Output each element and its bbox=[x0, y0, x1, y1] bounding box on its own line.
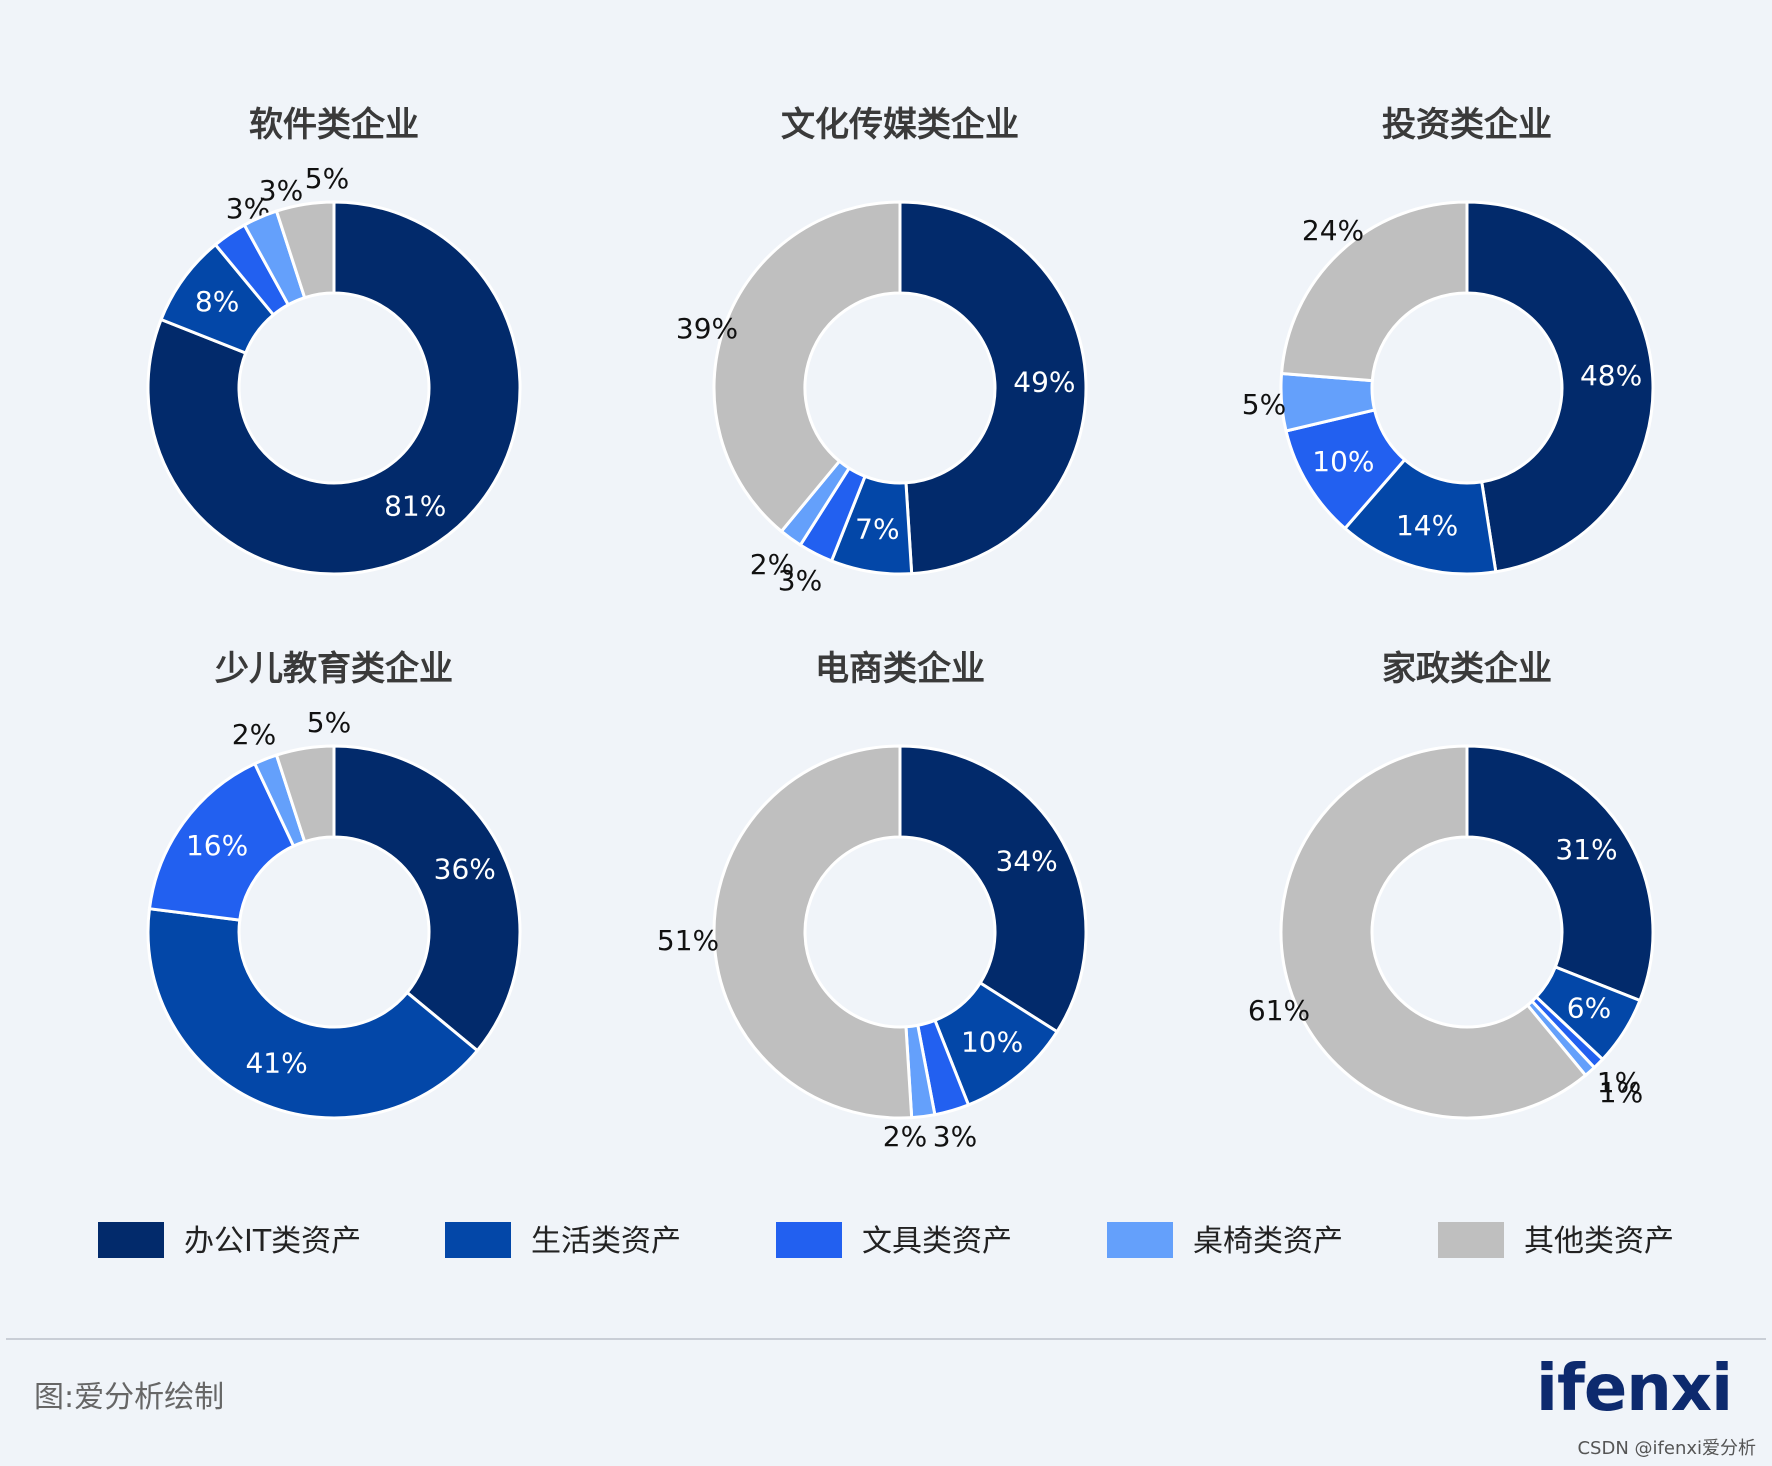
donut-slice bbox=[1279, 200, 1469, 383]
data-label: 39% bbox=[676, 312, 738, 345]
legend-label: 文具类资产 bbox=[862, 1224, 1012, 1259]
footer-divider bbox=[6, 1338, 1766, 1340]
legend-item: 生活类资产 bbox=[445, 1222, 681, 1259]
data-label: 31% bbox=[1555, 833, 1617, 866]
chart-title: 电商类企业 bbox=[815, 649, 985, 689]
legend-label: 桌椅类资产 bbox=[1193, 1224, 1343, 1259]
donut-slice bbox=[147, 761, 296, 922]
legend-swatch bbox=[1438, 1222, 1504, 1258]
legend-swatch bbox=[98, 1222, 164, 1258]
donut-slice bbox=[1465, 200, 1655, 574]
data-label: 1% bbox=[1597, 1066, 1641, 1099]
data-label: 10% bbox=[961, 1025, 1023, 1058]
data-label: 3% bbox=[778, 564, 822, 597]
legend-swatch bbox=[445, 1222, 511, 1258]
legend: 办公IT类资产 生活类资产 文具类资产 桌椅类资产 其他类资产 bbox=[98, 1222, 1674, 1259]
data-label: 10% bbox=[1312, 445, 1374, 478]
data-label: 14% bbox=[1396, 509, 1458, 542]
data-label: 5% bbox=[305, 162, 349, 195]
chart-title: 文化传媒类企业 bbox=[781, 105, 1019, 145]
donut-slice bbox=[332, 744, 522, 1053]
data-label: 48% bbox=[1580, 359, 1642, 392]
legend-label: 生活类资产 bbox=[531, 1224, 681, 1259]
data-label: 8% bbox=[195, 285, 239, 318]
donut-chart-2: 文化传媒类企业 49% 7% 3%2% 39% bbox=[676, 105, 1088, 597]
source-note: 图:爱分析绘制 bbox=[34, 1380, 225, 1415]
data-label: 36% bbox=[434, 852, 496, 885]
chart-title: 投资类企业 bbox=[1382, 105, 1552, 145]
data-label: 49% bbox=[1013, 365, 1075, 398]
data-label: 24% bbox=[1302, 214, 1364, 247]
chart-title: 软件类企业 bbox=[249, 105, 419, 145]
data-label: 2% bbox=[750, 548, 794, 581]
data-label: 51% bbox=[657, 924, 719, 957]
donut-slice bbox=[712, 200, 902, 534]
data-label: 1% bbox=[1599, 1076, 1643, 1109]
legend-label: 办公IT类资产 bbox=[184, 1224, 361, 1259]
legend-item: 其他类资产 bbox=[1438, 1222, 1674, 1259]
legend-item: 桌椅类资产 bbox=[1107, 1222, 1343, 1259]
legend-swatch bbox=[776, 1222, 842, 1258]
donut-slice bbox=[898, 200, 1088, 576]
data-label: 81% bbox=[384, 490, 446, 523]
legend-label: 其他类资产 bbox=[1524, 1224, 1674, 1259]
donut-slice bbox=[898, 744, 1088, 1034]
legend-item: 文具类资产 bbox=[776, 1222, 1012, 1259]
data-label: 3% bbox=[259, 174, 303, 207]
legend-swatch bbox=[1107, 1222, 1173, 1258]
brand-logo: ifenxi bbox=[1536, 1352, 1733, 1426]
donut-slice bbox=[1279, 744, 1588, 1120]
donut-slice bbox=[274, 744, 336, 844]
chart-title: 少儿教育类企业 bbox=[215, 649, 453, 689]
donut-chart-5: 电商类企业 34% 10% 3%2% 51% bbox=[657, 649, 1088, 1153]
chart-title: 家政类企业 bbox=[1382, 649, 1552, 689]
donut-slice bbox=[712, 744, 914, 1120]
donut-chart-3: 投资类企业 48% 14% 10% 5% 24% bbox=[1242, 105, 1655, 576]
data-label: 61% bbox=[1248, 994, 1310, 1027]
donut-slice bbox=[146, 907, 480, 1120]
donut-chart-6: 家政类企业 31% 6% 1%1% 61% bbox=[1248, 649, 1655, 1120]
donut-slice bbox=[1465, 744, 1655, 1003]
data-label: 34% bbox=[996, 844, 1058, 877]
data-label: 16% bbox=[186, 829, 248, 862]
data-label: 5% bbox=[307, 706, 351, 739]
donut-chart-4: 少儿教育类企业 36% 41% 16% 2% 5% bbox=[146, 649, 522, 1120]
data-label: 3% bbox=[933, 1120, 977, 1153]
data-label: 41% bbox=[245, 1047, 307, 1080]
data-label: 6% bbox=[1567, 991, 1611, 1024]
watermark: CSDN @ifenxi爱分析 bbox=[1577, 1438, 1756, 1459]
donut-slice bbox=[146, 200, 522, 576]
data-label: 5% bbox=[1242, 388, 1286, 421]
data-label: 2% bbox=[232, 718, 276, 751]
donut-slice bbox=[274, 200, 336, 300]
data-label: 2% bbox=[883, 1120, 927, 1153]
legend-item: 办公IT类资产 bbox=[98, 1222, 361, 1259]
data-label: 7% bbox=[855, 513, 899, 546]
